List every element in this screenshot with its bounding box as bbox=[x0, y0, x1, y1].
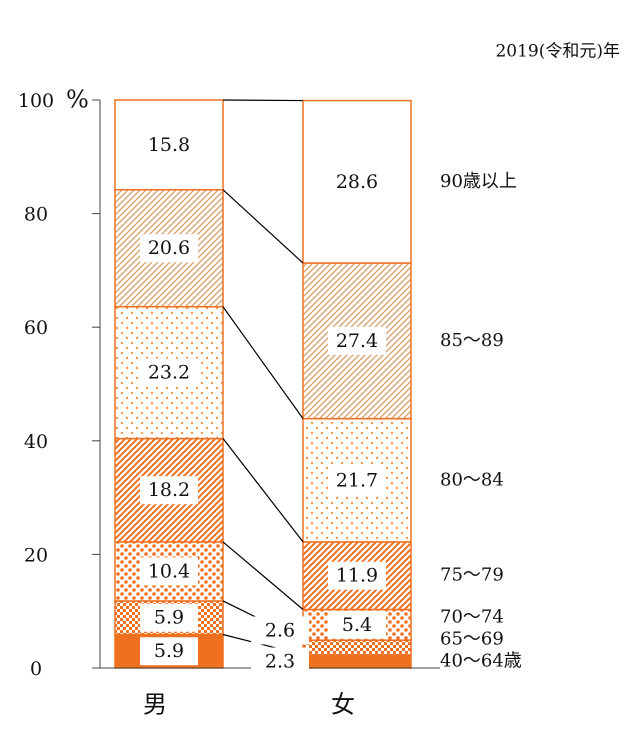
connector-line bbox=[222, 189, 304, 264]
value-label: 23.2 bbox=[148, 362, 190, 384]
value-label: 21.7 bbox=[336, 469, 378, 491]
label-box bbox=[328, 610, 386, 639]
label-box bbox=[140, 130, 198, 159]
value-label: 5.9 bbox=[154, 607, 184, 629]
label-box bbox=[328, 561, 386, 590]
value-label: 11.9 bbox=[336, 565, 378, 587]
y-tick-label: 0 bbox=[30, 658, 42, 680]
label-box bbox=[328, 167, 386, 196]
legend-label: 70〜74 bbox=[440, 606, 504, 627]
legend-label: 75〜79 bbox=[440, 565, 504, 586]
connector-line bbox=[222, 541, 304, 610]
subtitle: 2019(令和元)年 bbox=[495, 42, 620, 62]
label-box bbox=[328, 466, 386, 495]
legend-label: 85〜89 bbox=[440, 330, 504, 351]
connector-line bbox=[222, 99, 304, 102]
label-box bbox=[140, 557, 198, 586]
label-box bbox=[328, 326, 386, 355]
value-label: 27.4 bbox=[336, 330, 378, 352]
legend-label: 40〜64歳 bbox=[440, 650, 522, 671]
legend-label: 80〜84 bbox=[440, 469, 504, 490]
value-label: 2.3 bbox=[265, 650, 295, 672]
connector-line bbox=[222, 438, 304, 543]
label-box bbox=[140, 603, 198, 632]
value-label: 28.6 bbox=[336, 171, 378, 193]
y-tick-label: 80 bbox=[24, 204, 48, 226]
label-box bbox=[140, 476, 198, 505]
value-label: 10.4 bbox=[148, 560, 190, 582]
y-tick-label: 40 bbox=[24, 431, 48, 453]
value-label: 5.4 bbox=[342, 614, 372, 636]
legend-label: 65〜69 bbox=[440, 628, 504, 649]
legend-label: 90歳以上 bbox=[440, 171, 517, 192]
y-tick-label: 100 bbox=[18, 90, 54, 112]
value-label: 5.9 bbox=[154, 640, 184, 662]
label-box bbox=[140, 637, 198, 666]
value-label: 2.6 bbox=[265, 619, 295, 641]
label-box bbox=[251, 647, 309, 676]
value-label: 20.6 bbox=[148, 237, 190, 259]
label-box bbox=[251, 616, 309, 645]
label-box bbox=[140, 234, 198, 263]
value-label: 15.8 bbox=[148, 134, 190, 156]
y-tick-label: 60 bbox=[24, 317, 48, 339]
x-tick-label: 女 bbox=[331, 691, 355, 719]
bar-segment bbox=[302, 639, 412, 656]
bar-segment bbox=[302, 654, 412, 669]
y-axis-label: % bbox=[66, 86, 89, 114]
label-box bbox=[140, 358, 198, 387]
x-tick-label: 男 bbox=[143, 691, 167, 719]
y-tick-label: 20 bbox=[24, 544, 48, 566]
connector-line bbox=[222, 306, 304, 419]
value-label: 18.2 bbox=[148, 479, 190, 501]
